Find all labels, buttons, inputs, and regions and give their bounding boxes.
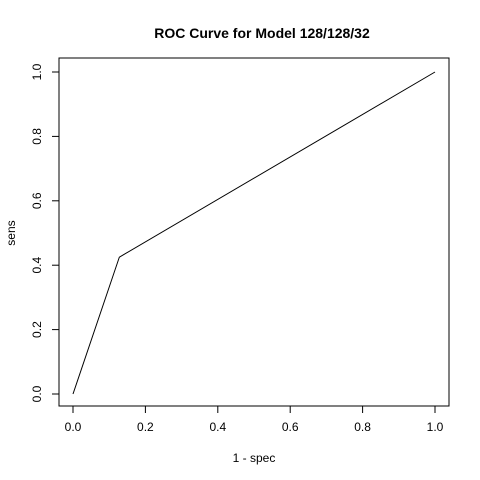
y-tick-label: 0.8 [30, 128, 44, 145]
plot-frame [58, 57, 450, 407]
y-tick-label: 0.2 [30, 321, 44, 338]
y-axis: 0.0 0.2 0.4 0.6 0.8 1.0 [30, 63, 60, 402]
y-axis-label: sens [4, 220, 18, 245]
x-axis: 0.0 0.2 0.4 0.6 0.8 1.0 [65, 405, 444, 434]
x-tick-label: 0.2 [137, 420, 154, 434]
x-tick-label: 0.6 [282, 420, 299, 434]
x-tick-label: 0.0 [65, 420, 82, 434]
roc-curve-line [72, 71, 436, 395]
series-layer [72, 71, 436, 395]
y-tick-label: 0.6 [30, 192, 44, 209]
x-tick-label: 0.4 [209, 420, 226, 434]
y-tick-label: 0.0 [30, 385, 44, 402]
chart-title: ROC Curve for Model 128/128/32 [154, 25, 370, 41]
x-axis-label: 1 - spec [233, 451, 276, 465]
x-tick-label: 1.0 [427, 420, 444, 434]
y-tick-label: 1.0 [30, 63, 44, 80]
y-tick-label: 0.4 [30, 257, 44, 274]
x-tick-label: 0.8 [354, 420, 371, 434]
